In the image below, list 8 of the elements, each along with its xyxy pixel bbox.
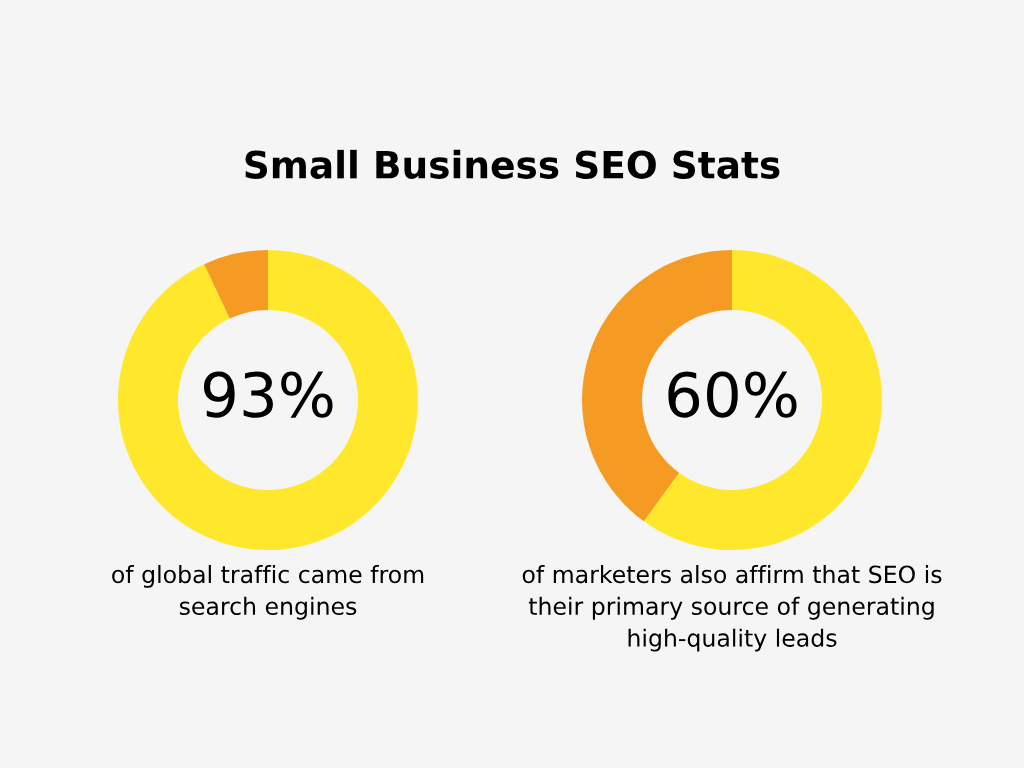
text: Small Business SEO Stats	[245, 149, 780, 179]
donut-slice	[118, 250, 418, 550]
donut-slice	[204, 250, 268, 319]
data-label: 93%	[203, 371, 333, 418]
text: of global traffic came from search engines	[112, 565, 424, 620]
text: of marketers also affirm that SEO is their primary source of generating high-quality leads	[522, 565, 942, 652]
donut-slice	[643, 250, 882, 550]
data-label: 60%	[668, 371, 797, 418]
